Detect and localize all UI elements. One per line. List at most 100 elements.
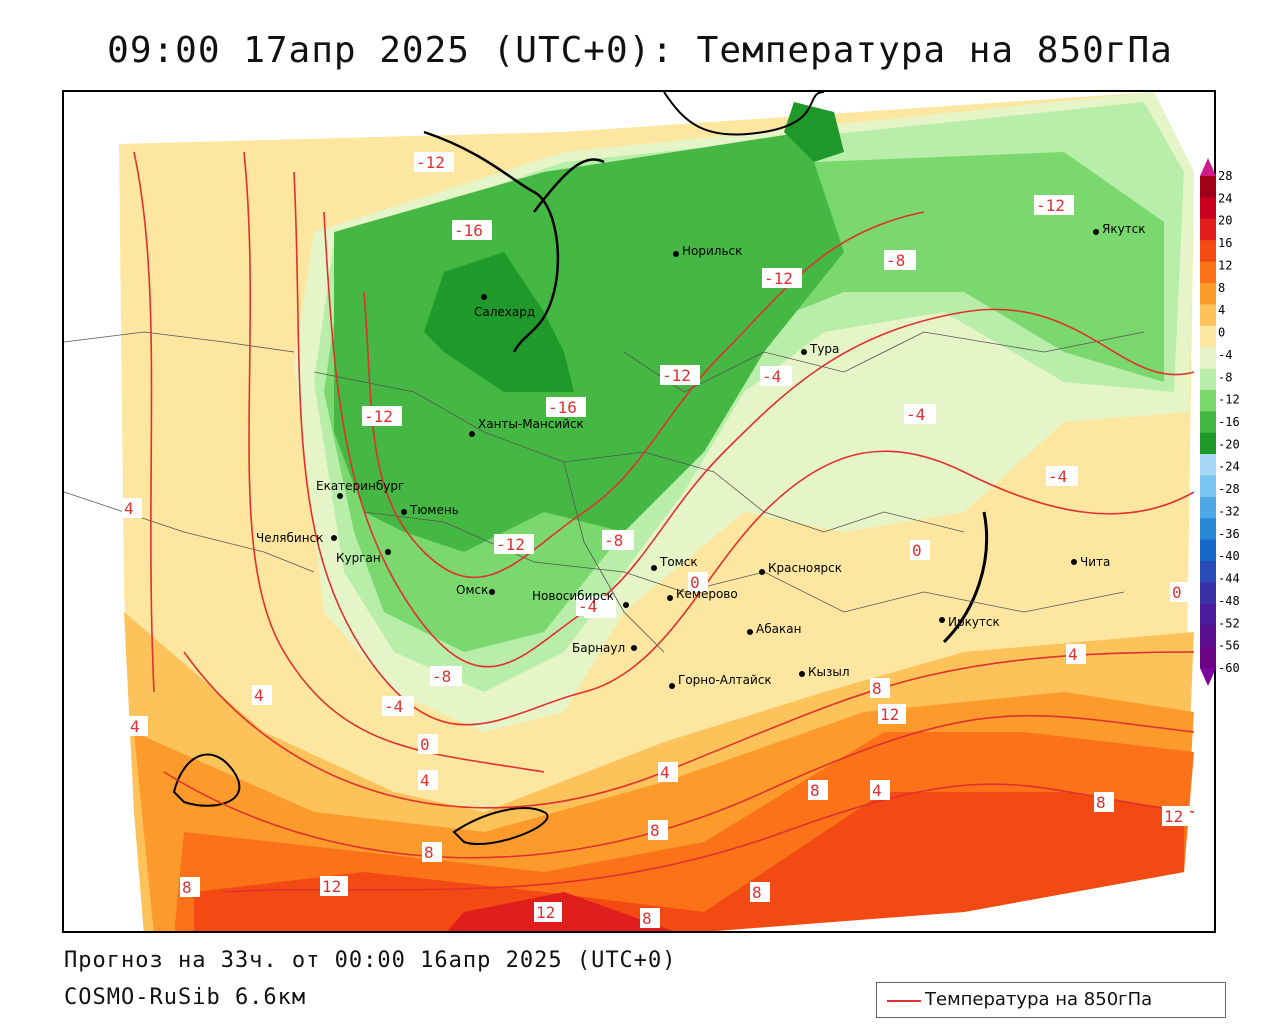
isotherm-label: -12 xyxy=(364,407,393,426)
isotherm-label: 8 xyxy=(182,878,192,897)
colorbar-tick-label: -8 xyxy=(1218,370,1232,384)
isotherm-label: 8 xyxy=(810,781,820,800)
colorbar-tick-label: 24 xyxy=(1218,191,1232,205)
colorbar-swatch xyxy=(1200,561,1216,583)
colorbar-swatch xyxy=(1200,261,1216,284)
city-label: Екатеринбург xyxy=(316,479,404,493)
isotherm-label: -12 xyxy=(1036,196,1065,215)
isotherm-label: 4 xyxy=(124,499,134,518)
colorbar-swatch xyxy=(1200,389,1216,412)
city-label: Новосибирск xyxy=(532,589,614,603)
colorbar: 28 24 20 16 12 8 4 0 -4 -8 -12 -16 -20 -24 -28 -32 -36 -4… xyxy=(1200,158,1240,686)
city-label: Кемерово xyxy=(676,587,738,601)
isotherm-label: 12 xyxy=(880,705,899,724)
colorbar-arrow-top xyxy=(1200,158,1216,176)
isotherm-label: 4 xyxy=(130,717,140,736)
colorbar-swatch xyxy=(1200,411,1216,434)
colorbar-tick-label: -32 xyxy=(1218,504,1240,518)
colorbar-swatch xyxy=(1200,432,1216,455)
colorbar-tick-label: -40 xyxy=(1218,549,1240,563)
colorbar-swatch xyxy=(1200,197,1216,220)
isotherm-label: -8 xyxy=(432,667,451,686)
isotherm-label: -12 xyxy=(496,535,525,554)
legend-label: Температура на 850гПа xyxy=(925,989,1153,1010)
colorbar-swatch xyxy=(1200,539,1216,562)
isotherm-label: 8 xyxy=(872,679,882,698)
city-label: Чита xyxy=(1080,555,1110,569)
colorbar-swatch xyxy=(1200,603,1216,626)
isotherm-label: 0 xyxy=(1172,583,1182,602)
colorbar-swatch xyxy=(1200,496,1216,519)
colorbar-swatch xyxy=(1200,325,1216,348)
isotherm-label: 4 xyxy=(872,781,882,800)
isotherm-label: 12 xyxy=(536,903,555,922)
colorbar-swatch xyxy=(1200,282,1216,305)
map-title: 09:00 17апр 2025 (UTC+0): Температура на… xyxy=(107,30,1173,71)
isotherm-label: 0 xyxy=(420,735,430,754)
isotherm-label: 8 xyxy=(650,821,660,840)
city-label: Челябинск xyxy=(256,531,323,545)
isotherm-label: -4 xyxy=(1048,467,1067,486)
isotherm-label: -16 xyxy=(548,398,577,417)
isotherm-label: -12 xyxy=(764,269,793,288)
isotherm-label: 4 xyxy=(1068,645,1078,664)
colorbar-swatch xyxy=(1200,304,1216,327)
isotherm-label: 4 xyxy=(420,771,430,790)
colorbar-tick-label: 12 xyxy=(1218,258,1232,272)
city-label: Томск xyxy=(659,555,698,569)
isotherm-label: 4 xyxy=(660,763,670,782)
colorbar-tick-label: 8 xyxy=(1218,281,1225,295)
colorbar-swatch xyxy=(1200,368,1216,391)
legend-line-swatch xyxy=(887,1000,921,1002)
city-label: Красноярск xyxy=(768,561,842,575)
isotherm-label: -4 xyxy=(384,697,403,716)
city-label: Абакан xyxy=(756,622,801,636)
isotherm-label: 0 xyxy=(912,541,922,560)
city-label: Тюмень xyxy=(409,503,459,517)
legend: Температура на 850гПа xyxy=(876,982,1226,1018)
colorbar-tick-label: -24 xyxy=(1218,460,1240,474)
city-label: Курган xyxy=(336,551,381,565)
isotherm-label: -8 xyxy=(604,531,623,550)
city-label: Иркутск xyxy=(948,615,1000,629)
isotherm-label: -16 xyxy=(454,221,483,240)
city-label: Якутск xyxy=(1102,222,1146,236)
isotherm-label: -4 xyxy=(578,597,597,616)
city-label: Норильск xyxy=(682,244,742,258)
colorbar-tick-label: 28 xyxy=(1218,169,1232,183)
city-label: Тура xyxy=(809,342,839,356)
colorbar-swatch xyxy=(1200,454,1216,476)
colorbar-swatch xyxy=(1200,646,1216,669)
city-label: Горно-Алтайск xyxy=(678,673,772,687)
colorbar-swatch xyxy=(1200,240,1216,263)
isotherm-label: 12 xyxy=(322,877,341,896)
map-area[interactable]: -12 -16 -12 -12 -8 -16 -12 -12 -12 -8 -4… xyxy=(62,90,1216,933)
city-label: Ханты-Мансийск xyxy=(478,417,584,431)
colorbar-swatch xyxy=(1200,475,1216,498)
city-label: Омск xyxy=(456,583,488,597)
isotherm-label: 8 xyxy=(752,883,762,902)
colorbar-tick-label: -52 xyxy=(1218,616,1240,630)
colorbar-swatch xyxy=(1200,518,1216,541)
city-label: Салехард xyxy=(474,305,535,319)
colorbar-tick-label: -36 xyxy=(1218,527,1240,541)
colorbar-swatch xyxy=(1200,347,1216,370)
forecast-info: Прогноз на 33ч. от 00:00 16апр 2025 (UTC… xyxy=(64,948,677,973)
city-label: Барнаул xyxy=(572,641,625,655)
colorbar-tick-label: 16 xyxy=(1218,236,1232,250)
temperature-map: -12 -16 -12 -12 -8 -16 -12 -12 -12 -8 -4… xyxy=(64,92,1214,931)
model-name: COSMO-RuSib 6.6км xyxy=(64,985,307,1010)
colorbar-tick-label: -56 xyxy=(1218,639,1240,653)
isotherm-label: -8 xyxy=(886,251,905,270)
isotherm-label: 8 xyxy=(642,909,652,928)
colorbar-swatch xyxy=(1200,176,1216,198)
colorbar-arrow-bottom xyxy=(1200,668,1216,686)
colorbar-tick-label: 0 xyxy=(1218,326,1225,340)
isotherm-label: 8 xyxy=(424,843,434,862)
isotherm-label: -12 xyxy=(416,153,445,172)
isotherm-label: 8 xyxy=(1096,793,1106,812)
isotherm-label: 4 xyxy=(254,686,264,705)
colorbar-tick-label: -28 xyxy=(1218,482,1240,496)
city-label: Кызыл xyxy=(808,665,850,679)
colorbar-tick-label: -44 xyxy=(1218,572,1240,586)
